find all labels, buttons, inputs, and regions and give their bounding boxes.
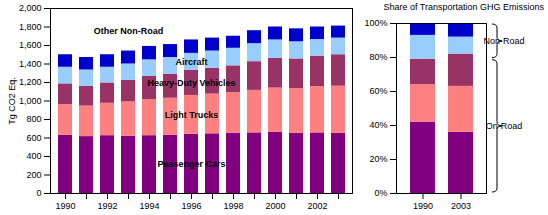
svg-text:600: 600 [26,133,41,143]
svg-text:0: 0 [36,188,41,198]
svg-text:40%: 40% [369,120,387,130]
svg-text:800: 800 [26,114,41,124]
svg-text:Aircraft: Aircraft [175,57,207,67]
svg-text:2,000: 2,000 [19,3,42,13]
svg-text:2003: 2003 [451,201,471,211]
svg-text:400: 400 [26,151,41,161]
svg-text:Light Trucks: Light Trucks [165,110,219,120]
svg-text:1990: 1990 [55,201,75,211]
svg-text:1996: 1996 [181,201,201,211]
html-text:Share of Transportation GHG Em: Share of Transportation GHG Emissions [383,2,544,12]
svg-text:1994: 1994 [139,201,159,211]
svg-text:Tg CO2 Eq.: Tg CO2 Eq. [7,77,17,125]
svg-text:Non-Road: Non-Road [483,36,524,46]
svg-text:Other Non-Road: Other Non-Road [94,26,164,36]
svg-text:1,800: 1,800 [19,22,42,32]
svg-text:1,600: 1,600 [19,40,42,50]
svg-text:On-Road: On-Road [486,121,523,131]
svg-text:20%: 20% [369,154,387,164]
svg-text:1,400: 1,400 [19,59,42,69]
svg-text:2000: 2000 [265,201,285,211]
svg-text:80%: 80% [369,52,387,62]
svg-text:1990: 1990 [413,201,433,211]
svg-text:1,200: 1,200 [19,77,42,87]
svg-text:Heavy-Duty Vehicles: Heavy-Duty Vehicles [147,78,235,88]
svg-text:0%: 0% [374,188,387,198]
svg-text:1998: 1998 [223,201,243,211]
svg-text:2002: 2002 [307,201,327,211]
svg-text:Passenger Cars: Passenger Cars [157,159,225,169]
svg-text:100%: 100% [364,18,387,28]
svg-text:200: 200 [26,170,41,180]
svg-text:1,000: 1,000 [19,96,42,106]
svg-text:60%: 60% [369,86,387,96]
svg-text:1992: 1992 [97,201,117,211]
